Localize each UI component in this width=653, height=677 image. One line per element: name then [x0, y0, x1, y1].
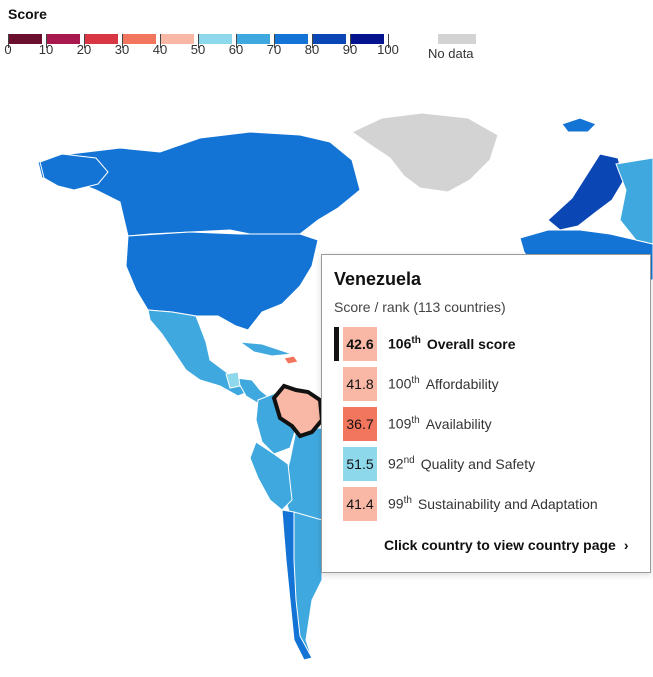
rank-number: 100 — [388, 375, 412, 392]
legend-tick-label: 0 — [4, 42, 12, 57]
region-scandinavia[interactable] — [547, 153, 625, 231]
legend-swatch — [274, 34, 308, 44]
legend-tick-label: 20 — [76, 42, 92, 57]
legend-tick-label: 70 — [266, 42, 282, 57]
score-badge: 51.5 — [343, 447, 377, 481]
rank-number: 92 — [388, 455, 404, 472]
view-country-link-label: Click country to view country page — [384, 537, 616, 553]
legend-swatch — [122, 34, 156, 44]
legend-tick-label: 100 — [377, 42, 399, 57]
legend-swatch — [312, 34, 346, 44]
tooltip-score-row: 41.8 100th Affordability — [334, 367, 644, 401]
legend-no-data-swatch — [438, 34, 476, 44]
country-mexico[interactable] — [147, 309, 249, 397]
country-caribbean-light[interactable] — [225, 371, 241, 389]
legend-tick — [84, 34, 85, 48]
country-haiti[interactable] — [283, 355, 299, 365]
tooltip-score-row: 36.7 109th Availability — [334, 407, 644, 441]
legend-tick — [198, 34, 199, 48]
category-label: Quality and Safety — [420, 455, 536, 472]
legend-tick — [350, 34, 351, 48]
legend-tick-label: 50 — [190, 42, 206, 57]
country-greenland[interactable] — [351, 112, 499, 193]
legend-swatch — [8, 34, 42, 44]
country-canada[interactable] — [37, 131, 361, 239]
legend-swatch — [84, 34, 118, 44]
rank-suffix: th — [411, 335, 421, 346]
rank-suffix: th — [411, 415, 420, 426]
legend-tick-label: 30 — [114, 42, 130, 57]
legend-tick — [274, 34, 275, 48]
view-country-link[interactable]: Click country to view country page › — [384, 537, 629, 553]
tooltip-score-row: 42.6 106th Overall score — [334, 327, 644, 361]
legend-tick-label: 10 — [38, 42, 54, 57]
legend-swatch — [236, 34, 270, 44]
category-label: Affordability — [425, 375, 499, 392]
country-tooltip: Venezuela Score / rank (113 countries) 4… — [321, 254, 651, 573]
rank-and-label: 100th Affordability — [388, 375, 499, 392]
score-badge: 42.6 — [343, 327, 377, 361]
category-label: Sustainability and Adaptation — [417, 495, 598, 512]
legend-tick — [160, 34, 161, 48]
region-eastern-europe[interactable] — [615, 157, 653, 245]
legend-tick — [122, 34, 123, 48]
legend-tick — [8, 34, 9, 48]
rank-suffix: th — [411, 375, 420, 386]
rank-number: 109 — [388, 415, 412, 432]
country-usa-alaska[interactable] — [39, 153, 109, 191]
tooltip-score-row: 51.5 92nd Quality and Safety — [334, 447, 644, 481]
legend-tick — [236, 34, 237, 48]
category-label: Availability — [425, 415, 492, 432]
rank-and-label: 106th Overall score — [388, 335, 516, 352]
rank-and-label: 99th Sustainability and Adaptation — [388, 495, 598, 512]
current-indicator-marker — [334, 327, 339, 361]
legend-tick — [312, 34, 313, 48]
rank-suffix: nd — [403, 455, 415, 466]
tooltip-subtitle: Score / rank (113 countries) — [334, 299, 506, 315]
legend-swatch — [198, 34, 232, 44]
tooltip-country-name: Venezuela — [334, 269, 422, 289]
legend-tick-label: 80 — [304, 42, 320, 57]
rank-suffix: th — [403, 495, 412, 506]
chevron-right-icon: › — [623, 537, 629, 553]
category-label: Overall score — [426, 335, 516, 352]
rank-and-label: 109th Availability — [388, 415, 492, 432]
country-cuba[interactable] — [238, 341, 293, 357]
rank-and-label: 92nd Quality and Safety — [388, 455, 535, 472]
legend-title: Score — [8, 6, 47, 22]
score-badge: 36.7 — [343, 407, 377, 441]
country-usa[interactable] — [125, 231, 319, 331]
score-badge: 41.8 — [343, 367, 377, 401]
tooltip-score-row: 41.4 99th Sustainability and Adaptation — [334, 487, 644, 521]
score-badge: 41.4 — [343, 487, 377, 521]
region-iceland[interactable] — [561, 117, 597, 133]
score-legend: Score 0 10 20 30 40 50 60 70 80 90 100 No data — [4, 6, 488, 62]
rank-number: 106 — [388, 335, 412, 352]
world-map[interactable] — [0, 80, 653, 677]
legend-no-data-label: No data — [428, 46, 474, 61]
rank-number: 99 — [388, 495, 404, 512]
legend-tick-label: 90 — [342, 42, 358, 57]
legend-swatch — [350, 34, 384, 44]
country-peru[interactable] — [249, 441, 293, 511]
legend-tick-label: 60 — [228, 42, 244, 57]
legend-swatch — [160, 34, 194, 44]
legend-tick-label: 40 — [152, 42, 168, 57]
legend-tick — [46, 34, 47, 48]
legend-swatch — [46, 34, 80, 44]
legend-tick — [388, 34, 389, 48]
